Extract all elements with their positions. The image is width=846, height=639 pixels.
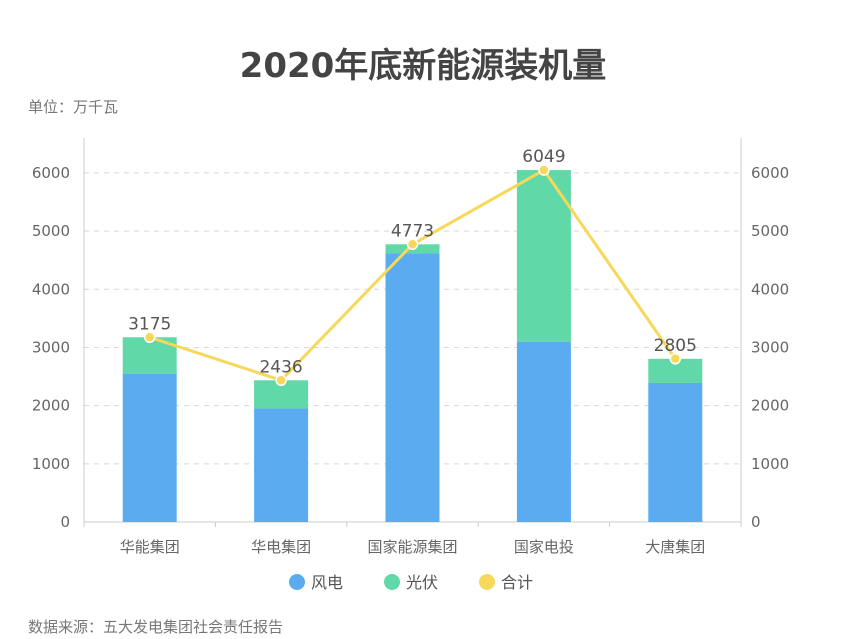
- x-tick-label: 大唐集团: [645, 538, 705, 556]
- y-left-tick-label: 0: [60, 513, 70, 531]
- legend-label-光伏: 光伏: [406, 573, 438, 592]
- y-right-tick-label: 2000: [751, 397, 789, 415]
- x-tick-label: 国家电投: [514, 538, 574, 556]
- y-right-tick-label: 5000: [751, 222, 789, 240]
- y-left-tick-label: 1000: [32, 455, 70, 473]
- data-label: 2436: [259, 357, 302, 377]
- bar-风电: [122, 373, 177, 522]
- point-合计: [669, 353, 682, 365]
- legend-marker-风电: [289, 574, 305, 590]
- y-right-tick-label: 0: [751, 513, 761, 531]
- point-合计: [406, 238, 419, 251]
- point-合计: [275, 374, 287, 387]
- y-left-tick-label: 6000: [32, 164, 70, 182]
- data-label: 3175: [128, 314, 171, 334]
- data-label: 4773: [391, 221, 434, 241]
- y-left-tick-label: 3000: [32, 338, 70, 356]
- chart-title: 2020年底新能源装机量: [239, 46, 607, 86]
- bar-风电: [648, 382, 703, 522]
- y-left-tick-label: 2000: [32, 397, 70, 415]
- bar-风电: [254, 408, 309, 522]
- legend-label-风电: 风电: [311, 573, 343, 592]
- y-right-tick-label: 4000: [751, 280, 789, 298]
- y-right-tick-label: 1000: [751, 455, 789, 473]
- y-right-tick-label: 6000: [751, 164, 789, 182]
- y-left-tick-label: 5000: [32, 222, 70, 240]
- point-合计: [538, 164, 550, 176]
- bar-光伏: [516, 170, 571, 342]
- source-label: 数据来源：五大发电集团社会责任报告: [28, 618, 284, 636]
- legend-label-合计: 合计: [501, 573, 533, 592]
- x-tick-label: 华电集团: [251, 538, 311, 556]
- data-label: 2805: [654, 336, 697, 356]
- y-right-tick-label: 3000: [751, 338, 789, 356]
- data-label: 6049: [522, 147, 565, 167]
- unit-label: 单位：万千瓦: [28, 98, 119, 116]
- x-tick-label: 国家能源集团: [367, 538, 457, 556]
- bar-风电: [385, 253, 440, 522]
- y-left-tick-label: 4000: [32, 280, 70, 298]
- legend-marker-合计: [479, 574, 495, 590]
- legend-marker-光伏: [384, 574, 400, 590]
- point-合计: [143, 331, 156, 344]
- bar-风电: [516, 341, 571, 522]
- x-tick-label: 华能集团: [120, 538, 180, 556]
